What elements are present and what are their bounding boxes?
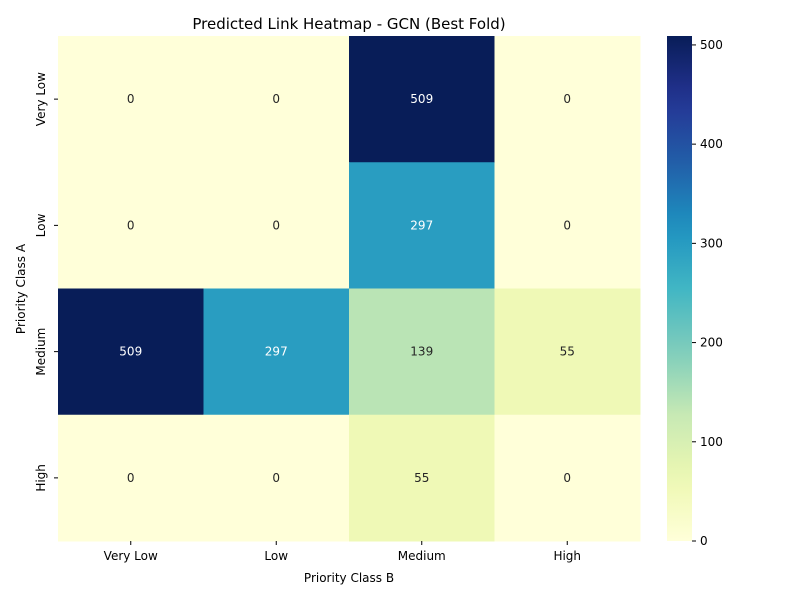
heatmap-cells (58, 36, 641, 542)
heatmap-cell (58, 36, 204, 163)
y-tick-label: Low (34, 213, 48, 237)
cell-value-label: 0 (272, 92, 280, 106)
colorbar-tick-label: 500 (700, 38, 723, 52)
colorbar-tick-label: 0 (700, 534, 708, 548)
cell-value-label: 509 (119, 345, 142, 359)
x-axis-label: Priority Class B (304, 571, 394, 585)
colorbar-tick-label: 100 (700, 435, 723, 449)
heatmap-cell (349, 288, 495, 416)
cell-value-label: 0 (563, 218, 571, 232)
heatmap-cell (494, 162, 641, 289)
y-tick-label: Medium (34, 328, 48, 376)
heatmap-cell (494, 288, 641, 416)
heatmap-cell (58, 288, 204, 416)
cell-value-label: 0 (563, 471, 571, 485)
heatmap-cell (494, 414, 641, 542)
x-tick-label: Medium (398, 549, 446, 563)
cell-value-label: 55 (414, 471, 429, 485)
heatmap-cell (494, 36, 641, 163)
y-axis-label: Priority Class A (14, 243, 28, 334)
heatmap-cell (203, 414, 350, 542)
heatmap-cell (349, 414, 495, 542)
heatmap-cell (203, 288, 350, 416)
cell-value-label: 0 (272, 218, 280, 232)
colorbar-tick-label: 400 (700, 137, 723, 151)
y-axis-ticks: Very Low Low Medium High (34, 72, 58, 492)
heatmap-cell (203, 162, 350, 289)
cell-value-label: 297 (410, 218, 433, 232)
cell-value-label: 55 (560, 345, 575, 359)
heatmap-cell (349, 36, 495, 163)
cell-value-label: 0 (127, 218, 135, 232)
colorbar-ticks: 0 100 200 300 400 500 (692, 38, 723, 548)
cell-value-label: 0 (563, 92, 571, 106)
cell-value-label: 0 (272, 471, 280, 485)
chart-title: Predicted Link Heatmap - GCN (Best Fold) (192, 15, 505, 33)
colorbar-tick-label: 200 (700, 336, 723, 350)
cell-value-label: 0 (127, 471, 135, 485)
heatmap-cell (203, 36, 350, 163)
x-tick-label: Very Low (104, 549, 158, 563)
x-axis-ticks: Very Low Low Medium High (104, 541, 581, 563)
cell-value-label: 509 (410, 92, 433, 106)
colorbar (667, 36, 692, 541)
cell-value-label: 139 (410, 345, 433, 359)
heatmap-cell-labels: 0 0 509 0 0 0 297 0 509 297 139 55 0 0 55 0 (119, 92, 575, 485)
y-tick-label: Very Low (34, 72, 48, 126)
heatmap-cell (58, 414, 204, 542)
cell-value-label: 297 (265, 345, 288, 359)
y-tick-label: High (34, 464, 48, 492)
heatmap-cell (349, 162, 495, 289)
x-tick-label: High (553, 549, 581, 563)
heatmap-cell (58, 162, 204, 289)
cell-value-label: 0 (127, 92, 135, 106)
x-tick-label: Low (264, 549, 288, 563)
colorbar-tick-label: 300 (700, 236, 723, 250)
